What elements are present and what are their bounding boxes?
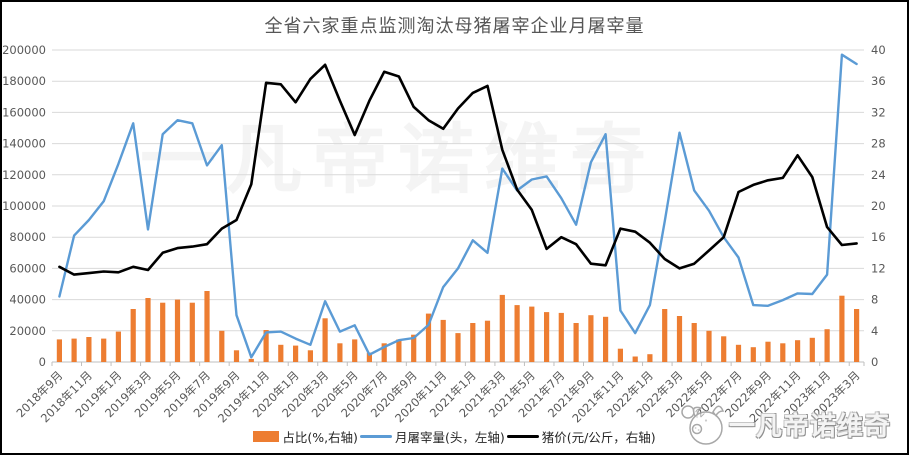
legend-label: 占比(%,右轴): [282, 430, 358, 445]
svg-text:200000: 200000: [2, 43, 46, 57]
svg-text:16: 16: [871, 230, 886, 244]
corner-watermark: 一凡帝诺维奇: [675, 399, 891, 449]
svg-text:40: 40: [871, 43, 886, 57]
legend-line-swatch-icon: [506, 435, 539, 438]
x-axis: [51, 361, 865, 366]
svg-text:0: 0: [39, 355, 46, 369]
legend-line-swatch-icon: [359, 435, 392, 438]
chart-legend: 占比(%,右轴) 月屠宰量(头，左轴) 猪价(元/公斤，右轴): [2, 427, 907, 446]
svg-text:20000: 20000: [9, 324, 46, 338]
center-watermark: 一凡帝诺维奇: [140, 115, 656, 204]
svg-text:100000: 100000: [2, 199, 46, 213]
legend-label: 月屠宰量(头，左轴): [394, 430, 505, 445]
svg-text:60000: 60000: [9, 261, 46, 275]
svg-text:20: 20: [871, 199, 886, 213]
svg-text:40000: 40000: [9, 293, 46, 307]
svg-text:120000: 120000: [2, 168, 46, 182]
svg-text:80000: 80000: [9, 230, 46, 244]
svg-text:180000: 180000: [2, 74, 46, 88]
right-axis-labels: 0 4 8 12 16 20 24 28 32 36 40: [871, 43, 886, 369]
legend-item: 占比(%,右轴): [253, 427, 358, 446]
chart-title: 全省六家重点监测淘汰母猪屠宰企业月屠宰量: [264, 16, 645, 37]
legend-label: 猪价(元/公斤，右轴): [541, 430, 656, 445]
svg-text:140000: 140000: [2, 137, 46, 151]
bar-series: [56, 291, 860, 362]
legend-item: 猪价(元/公斤，右轴): [506, 427, 656, 446]
svg-text:160000: 160000: [2, 105, 46, 119]
line-series-pig-price: [58, 63, 858, 276]
svg-text:0: 0: [871, 355, 878, 369]
svg-text:28: 28: [871, 137, 886, 151]
legend-bar-swatch-icon: [253, 431, 280, 442]
legend-item: 月屠宰量(头，左轴): [359, 427, 505, 446]
svg-text:24: 24: [871, 168, 886, 182]
left-axis-labels: 0 20000 40000 60000 80000 100000 120000 140000 1…: [2, 43, 46, 369]
svg-text:36: 36: [871, 74, 886, 88]
svg-text:4: 4: [871, 324, 878, 338]
svg-text:32: 32: [871, 105, 886, 119]
svg-text:12: 12: [871, 261, 886, 275]
pig-logo-icon: [681, 405, 725, 445]
corner-watermark-text: 一凡帝诺维奇: [728, 411, 891, 442]
svg-text:8: 8: [871, 293, 878, 307]
